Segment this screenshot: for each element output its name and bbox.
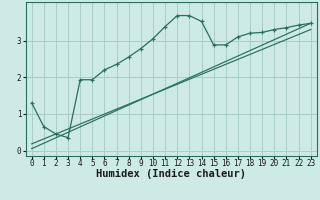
X-axis label: Humidex (Indice chaleur): Humidex (Indice chaleur) — [96, 169, 246, 179]
